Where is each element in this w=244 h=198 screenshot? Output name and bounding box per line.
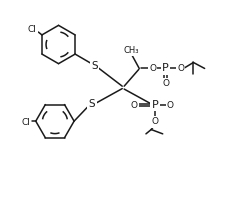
Text: CH₃: CH₃ <box>123 46 139 55</box>
Text: O: O <box>177 64 184 73</box>
Text: O: O <box>149 64 156 73</box>
Text: P: P <box>162 64 169 73</box>
Text: Cl: Cl <box>27 25 36 34</box>
Text: O: O <box>167 101 174 110</box>
Text: Cl: Cl <box>21 118 30 127</box>
Text: P: P <box>152 100 158 110</box>
Text: O: O <box>152 117 159 126</box>
Text: O: O <box>131 101 138 110</box>
Text: S: S <box>89 99 95 109</box>
Text: O: O <box>162 79 169 88</box>
Text: S: S <box>91 61 98 71</box>
